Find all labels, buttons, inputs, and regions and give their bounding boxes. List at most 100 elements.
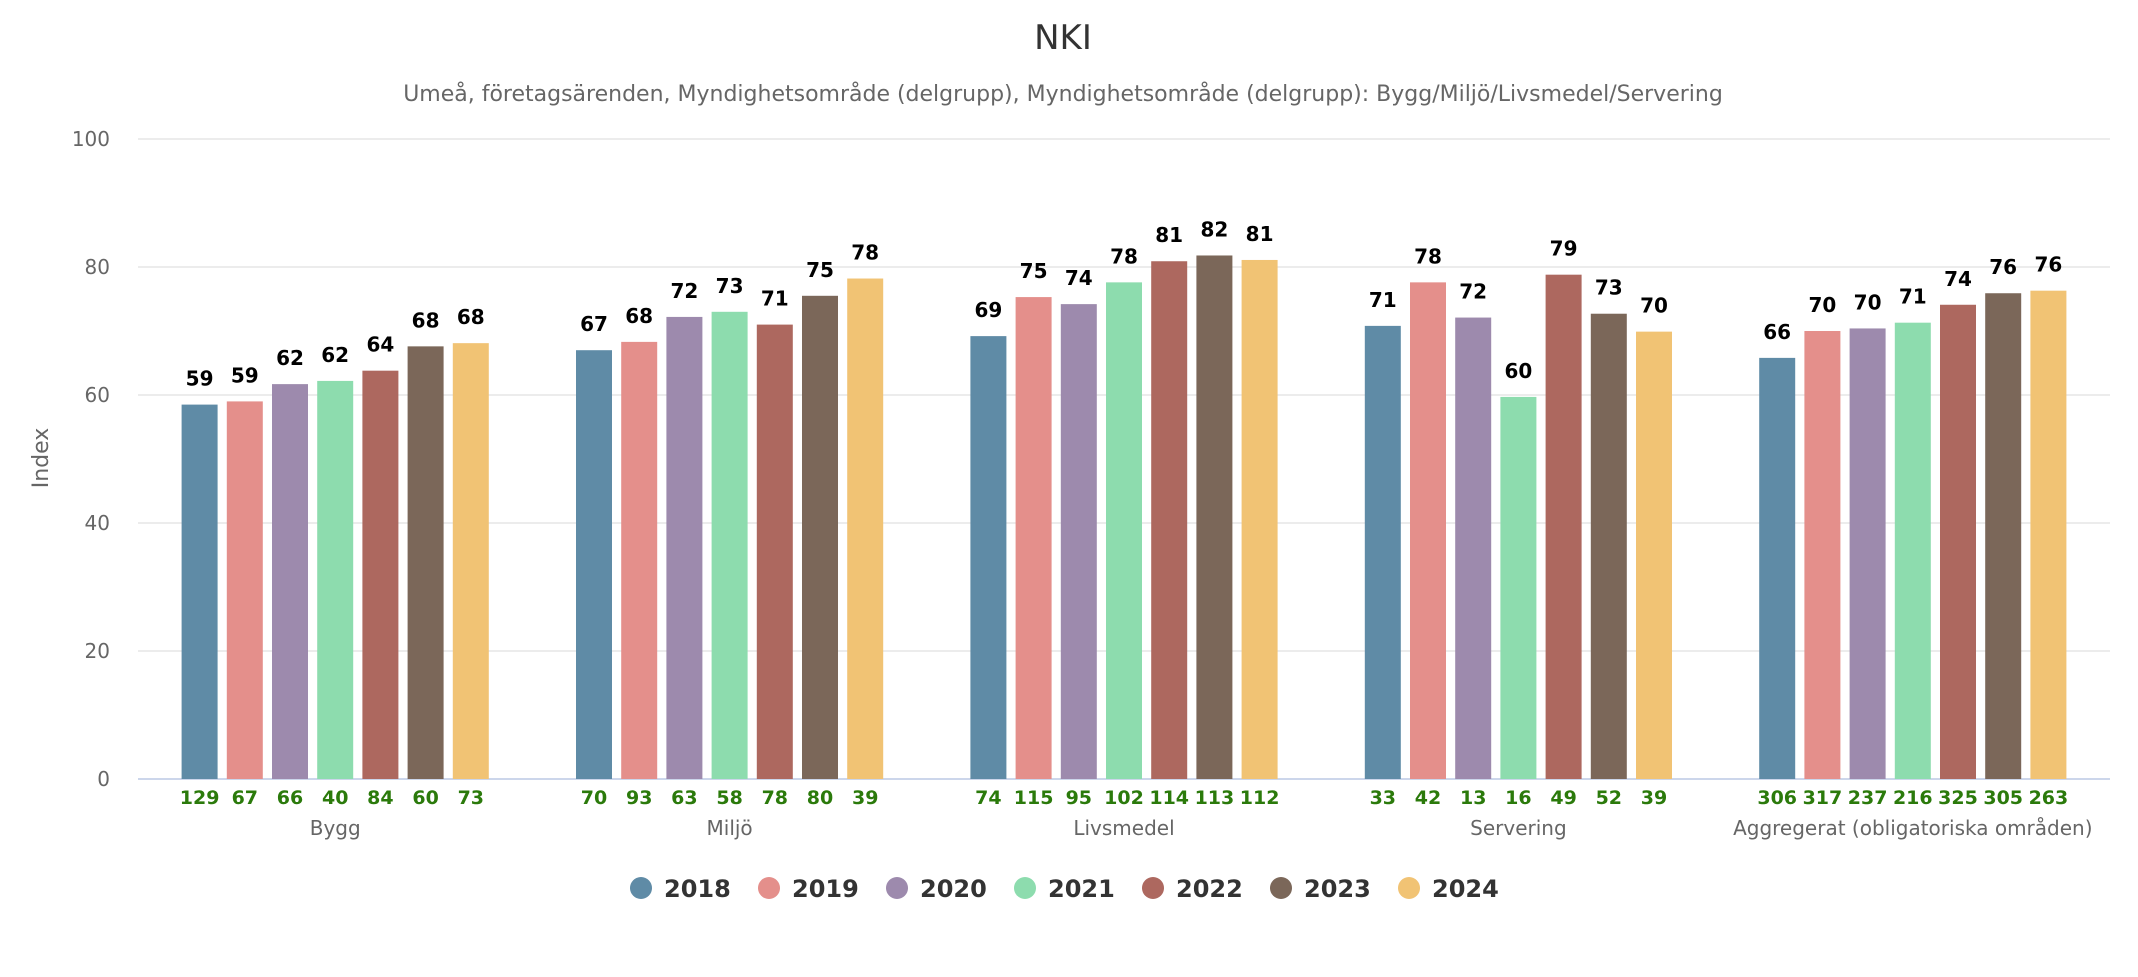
- data-label: 66: [1763, 320, 1791, 344]
- bars: [181, 255, 2067, 780]
- data-label: 71: [1899, 285, 1927, 309]
- y-tick-label: 80: [85, 255, 110, 279]
- legend-item-2024[interactable]: 2024: [1398, 875, 1499, 903]
- bar-2023[interactable]: [1985, 293, 2022, 779]
- sample-size-label: 114: [1149, 787, 1189, 809]
- data-label: 64: [366, 333, 394, 357]
- bar-2022[interactable]: [1151, 261, 1188, 779]
- data-label: 73: [716, 274, 744, 298]
- legend-item-2022[interactable]: 2022: [1142, 875, 1243, 903]
- data-label: 81: [1155, 223, 1183, 247]
- legend-label: 2020: [920, 875, 987, 903]
- sample-size-label: 95: [1066, 787, 1092, 809]
- data-label: 81: [1246, 222, 1274, 246]
- legend-swatch: [886, 877, 908, 899]
- bar-2018[interactable]: [181, 404, 218, 779]
- bar-2022[interactable]: [1940, 304, 1976, 779]
- bar-2022[interactable]: [1545, 274, 1582, 779]
- legend[interactable]: 2018 2019 2020 2021 2022 2023 2024: [630, 875, 1499, 903]
- bar-2024[interactable]: [452, 343, 489, 779]
- bar-2021[interactable]: [1106, 282, 1142, 779]
- x-axis: 129 67 66 40 84 60 73 Bygg 70 93 63 58 78 80 39 Miljö 74…: [180, 787, 2093, 840]
- sample-size-label: 52: [1596, 787, 1622, 809]
- sample-size-label: 325: [1938, 787, 1978, 809]
- bar-2022[interactable]: [756, 324, 793, 779]
- sample-size-label: 113: [1195, 787, 1235, 809]
- legend-swatch: [1014, 877, 1036, 899]
- bar-2018[interactable]: [970, 336, 1007, 779]
- sample-size-label: 317: [1803, 787, 1843, 809]
- data-label: 68: [457, 305, 485, 329]
- data-label: 69: [974, 298, 1002, 322]
- bar-2019[interactable]: [1804, 331, 1841, 779]
- legend-label: 2021: [1048, 875, 1115, 903]
- data-label: 78: [1414, 244, 1442, 268]
- sample-size-label: 63: [671, 787, 697, 809]
- bar-2022[interactable]: [362, 370, 399, 779]
- data-label: 78: [1110, 244, 1138, 268]
- bar-2020[interactable]: [272, 384, 308, 779]
- x-tick-label: Livsmedel: [1073, 816, 1174, 840]
- sample-size-label: 49: [1550, 787, 1576, 809]
- sample-size-label: 67: [232, 787, 258, 809]
- bar-2024[interactable]: [2030, 290, 2067, 779]
- bar-2019[interactable]: [1410, 282, 1446, 779]
- legend-item-2020[interactable]: 2020: [886, 875, 987, 903]
- legend-label: 2019: [792, 875, 859, 903]
- bar-2023[interactable]: [407, 346, 444, 779]
- sample-size-label: 112: [1240, 787, 1280, 809]
- bar-2023[interactable]: [1590, 313, 1627, 779]
- bar-2021[interactable]: [1500, 396, 1537, 779]
- data-label: 62: [276, 346, 304, 370]
- bar-2021[interactable]: [317, 380, 354, 779]
- data-label: 75: [1020, 259, 1048, 283]
- bar-2020[interactable]: [1849, 328, 1886, 779]
- data-label: 67: [580, 312, 608, 336]
- data-label: 70: [1640, 294, 1668, 318]
- y-tick-label: 60: [85, 383, 110, 407]
- x-tick-label: Aggregerat (obligatoriska områden): [1733, 816, 2092, 840]
- x-tick-label: Bygg: [310, 816, 361, 840]
- bar-2018[interactable]: [576, 350, 612, 779]
- bar-2020[interactable]: [1060, 304, 1097, 779]
- data-labels: 59 59 62 62 64 68 68 67 68 72 73 71 75 78 69 75 74 78 81 82…: [186, 217, 2063, 390]
- legend-item-2019[interactable]: 2019: [758, 875, 859, 903]
- data-label: 79: [1550, 237, 1578, 261]
- y-tick-label: 20: [85, 639, 110, 663]
- bar-2019[interactable]: [226, 401, 263, 779]
- data-label: 78: [851, 241, 879, 265]
- legend-item-2021[interactable]: 2021: [1014, 875, 1115, 903]
- bar-2020[interactable]: [1455, 317, 1492, 779]
- legend-item-2023[interactable]: 2023: [1270, 875, 1371, 903]
- sample-size-label: 58: [716, 787, 742, 809]
- bar-2021[interactable]: [711, 311, 748, 779]
- bar-2024[interactable]: [1241, 259, 1278, 780]
- data-label: 71: [761, 287, 789, 311]
- bar-2023[interactable]: [802, 295, 838, 779]
- bar-2019[interactable]: [1015, 297, 1052, 779]
- y-tick-label: 40: [85, 511, 110, 535]
- bar-2018[interactable]: [1364, 325, 1401, 779]
- y-tick-label: 100: [72, 127, 110, 151]
- sample-size-label: 216: [1893, 787, 1933, 809]
- legend-item-2018[interactable]: 2018: [630, 875, 731, 903]
- bar-2021[interactable]: [1894, 322, 1931, 779]
- data-label: 72: [670, 279, 698, 303]
- bar-2023[interactable]: [1196, 255, 1233, 780]
- data-label: 59: [231, 363, 259, 387]
- bar-2024[interactable]: [1636, 331, 1672, 779]
- bar-2019[interactable]: [621, 341, 658, 779]
- sample-size-label: 80: [807, 787, 833, 809]
- bar-2020[interactable]: [666, 316, 703, 779]
- sample-size-label: 73: [458, 787, 484, 809]
- sample-size-label: 40: [322, 787, 348, 809]
- data-label: 62: [321, 343, 349, 367]
- x-tick-label: Servering: [1470, 816, 1567, 840]
- data-label: 71: [1369, 288, 1397, 312]
- bar-2024[interactable]: [847, 278, 884, 779]
- sample-size-label: 66: [277, 787, 303, 809]
- sample-size-label: 39: [1641, 787, 1667, 809]
- bar-2018[interactable]: [1759, 357, 1796, 779]
